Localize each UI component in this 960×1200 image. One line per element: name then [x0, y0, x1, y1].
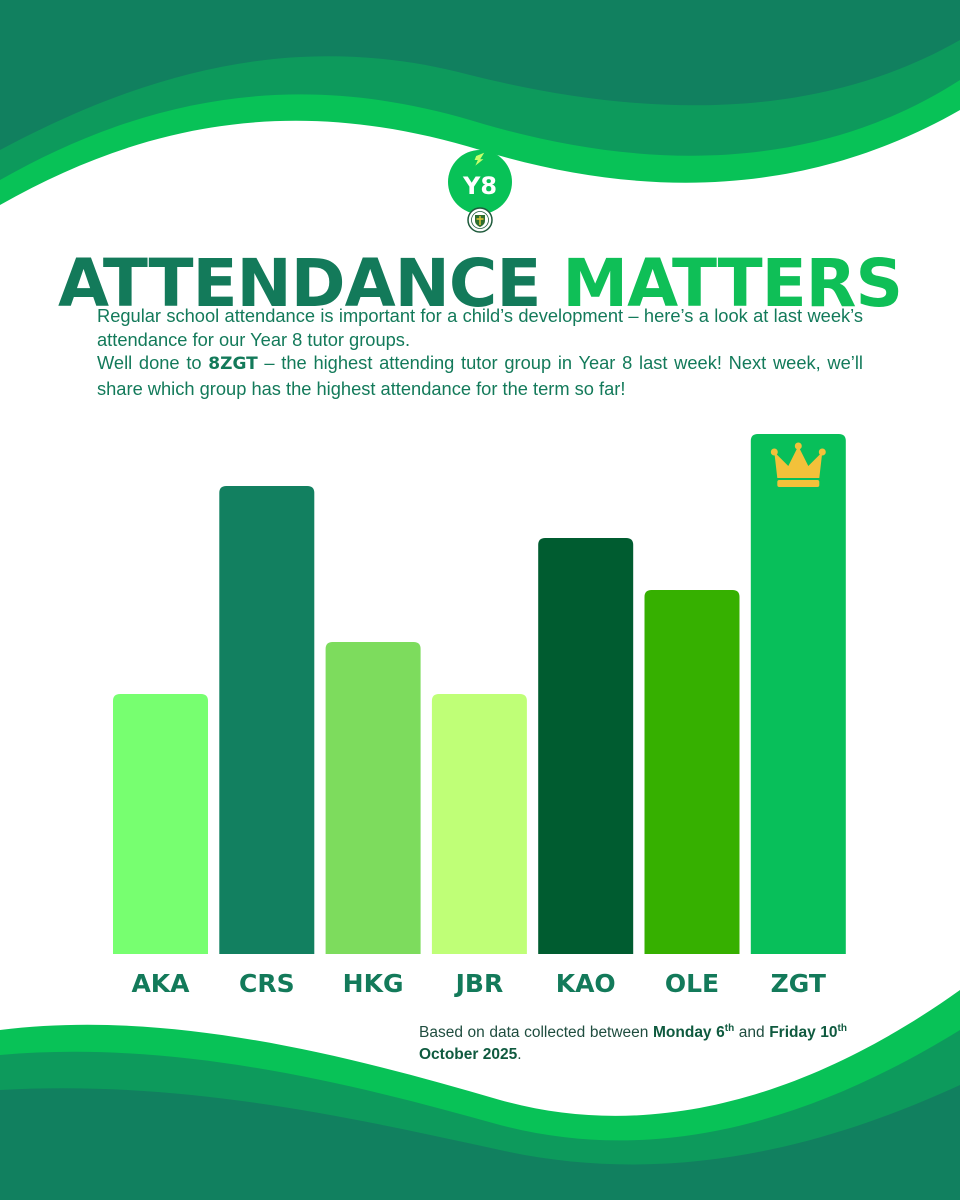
intro-p2-pre: Well done to	[97, 352, 209, 373]
bars-group	[113, 434, 846, 954]
bar-crs	[219, 486, 315, 954]
page-title: ATTENDANCE MATTERS	[0, 244, 960, 324]
footnote-end-suffix: th	[837, 1023, 847, 1034]
data-source-footnote: Based on data collected between Monday 6…	[419, 1018, 847, 1066]
footnote-mid: and	[734, 1024, 770, 1042]
attendance-bar-chart: AKA CRS HKG JBR KAO OLE ZGT	[113, 434, 846, 998]
crown-icon	[770, 442, 826, 487]
category-label-jbr: JBR	[454, 969, 504, 998]
category-labels-group: AKA CRS HKG JBR KAO OLE ZGT	[131, 969, 825, 998]
bar-zgt	[750, 434, 846, 954]
intro-p2-post: – the highest attending tutor group in Y…	[97, 352, 863, 399]
bar-ole	[644, 590, 740, 954]
intro-paragraph-2: Well done to 8ZGT – the highest attendin…	[97, 351, 863, 400]
intro-text: Regular school attendance is important f…	[97, 304, 863, 400]
bar-hkg	[325, 642, 421, 954]
category-label-hkg: HKG	[343, 969, 404, 998]
school-crest-icon	[467, 207, 493, 233]
category-label-ole: OLE	[665, 969, 719, 998]
logo-text: Y8	[462, 172, 497, 200]
category-label-aka: AKA	[131, 969, 190, 998]
footnote-start-suffix: th	[724, 1023, 735, 1034]
title-part-matters: MATTERS	[562, 245, 903, 322]
footnote-post: .	[517, 1046, 522, 1064]
footnote-start-date: Monday 6	[653, 1024, 725, 1042]
intro-p2-group: 8ZGT	[208, 354, 258, 374]
category-label-zgt: ZGT	[771, 969, 826, 998]
category-label-crs: CRS	[239, 969, 295, 998]
footnote-end-date: Friday 10	[769, 1024, 838, 1042]
lightning-icon	[474, 152, 485, 166]
title-part-attendance: ATTENDANCE	[57, 245, 541, 322]
footnote-pre: Based on data collected between	[419, 1024, 653, 1042]
bar-kao	[538, 538, 634, 954]
bar-aka	[113, 694, 208, 954]
bar-jbr	[431, 694, 527, 954]
top-wave-decoration	[0, 0, 960, 205]
category-label-kao: KAO	[556, 969, 616, 998]
footnote-end-rest: October 2025	[419, 1046, 518, 1064]
year-8-logo: Y8	[448, 150, 512, 233]
intro-paragraph-1: Regular school attendance is important f…	[97, 305, 863, 350]
